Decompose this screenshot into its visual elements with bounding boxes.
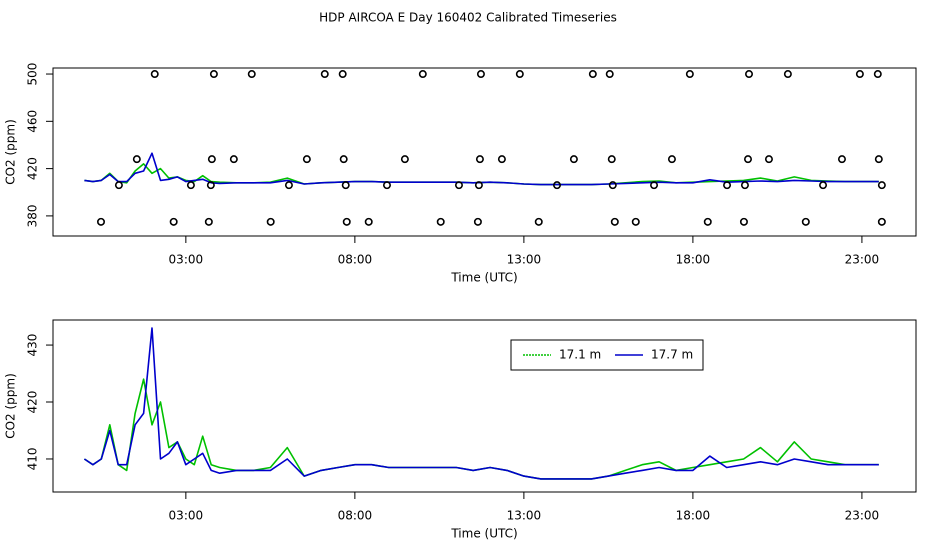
data-point: [819, 181, 828, 190]
data-point: [837, 155, 846, 164]
data-point: [497, 155, 506, 164]
data-point: [284, 181, 293, 190]
data-point: [605, 70, 614, 79]
data-point: [473, 217, 482, 226]
data-point: [339, 155, 348, 164]
y-tick-label: 380: [26, 204, 40, 227]
data-point: [703, 217, 712, 226]
data-point: [739, 217, 748, 226]
x-tick-label: 13:00: [507, 509, 542, 523]
series-line: [83, 327, 879, 480]
data-point: [186, 181, 195, 190]
x-tick-label: 08:00: [338, 253, 373, 267]
data-point: [534, 217, 543, 226]
data-point: [436, 217, 445, 226]
y-tick-label: 500: [26, 63, 40, 86]
y-tick-label: 460: [26, 110, 40, 133]
data-point: [476, 70, 485, 79]
legend-label: 17.7 m: [651, 348, 693, 362]
y-tick-label: 410: [26, 448, 40, 471]
data-point: [204, 217, 213, 226]
data-point: [743, 155, 752, 164]
data-point: [266, 217, 275, 226]
data-point: [229, 155, 238, 164]
data-point: [320, 70, 329, 79]
data-point: [740, 181, 749, 190]
data-point: [607, 155, 616, 164]
data-point: [247, 70, 256, 79]
x-tick-label: 18:00: [676, 509, 711, 523]
data-point: [302, 155, 311, 164]
data-point: [685, 70, 694, 79]
data-point: [400, 155, 409, 164]
y-tick-label: 420: [26, 391, 40, 414]
y-axis-label: CO2 (ppm): [4, 373, 18, 439]
data-point: [877, 217, 886, 226]
data-point: [610, 217, 619, 226]
data-point: [783, 70, 792, 79]
data-point: [588, 70, 597, 79]
data-point: [553, 181, 562, 190]
data-point: [667, 155, 676, 164]
x-tick-label: 03:00: [169, 509, 204, 523]
data-point: [745, 70, 754, 79]
data-point: [874, 155, 883, 164]
data-point: [877, 181, 886, 190]
data-point: [342, 217, 351, 226]
page-title: HDP AIRCOA E Day 160402 Calibrated Times…: [319, 11, 617, 25]
x-tick-label: 03:00: [169, 253, 204, 267]
plot-frame: [52, 319, 917, 493]
data-point: [209, 70, 218, 79]
data-point: [382, 181, 391, 190]
x-axis-label: Time (UTC): [450, 527, 517, 540]
data-point: [608, 181, 617, 190]
data-point: [206, 181, 215, 190]
y-tick-label: 430: [26, 334, 40, 357]
data-point: [569, 155, 578, 164]
data-point: [341, 181, 350, 190]
series-line: [84, 152, 879, 186]
series-line: [83, 378, 879, 480]
data-point: [418, 70, 427, 79]
legend-label: 17.1 m: [559, 348, 601, 362]
data-point: [207, 155, 216, 164]
x-tick-label: 23:00: [845, 509, 880, 523]
y-tick-label: 420: [26, 157, 40, 180]
x-axis-label: Time (UTC): [450, 271, 517, 285]
data-point: [338, 70, 347, 79]
data-point: [169, 217, 178, 226]
data-point: [764, 155, 773, 164]
data-point: [150, 70, 159, 79]
data-point: [801, 217, 810, 226]
data-point: [650, 181, 659, 190]
data-point: [364, 217, 373, 226]
data-point: [855, 70, 864, 79]
data-point: [515, 70, 524, 79]
data-point: [474, 181, 483, 190]
plot-frame: [52, 67, 917, 237]
data-point: [97, 217, 106, 226]
data-point: [114, 181, 123, 190]
x-tick-label: 13:00: [507, 253, 542, 267]
x-tick-label: 18:00: [676, 253, 711, 267]
x-tick-label: 08:00: [338, 509, 373, 523]
data-point: [723, 181, 732, 190]
data-point: [475, 155, 484, 164]
data-point: [873, 70, 882, 79]
x-tick-label: 23:00: [845, 253, 880, 267]
data-point: [454, 181, 463, 190]
data-point: [631, 217, 640, 226]
data-point: [132, 155, 141, 164]
y-axis-label: CO2 (ppm): [4, 119, 18, 185]
